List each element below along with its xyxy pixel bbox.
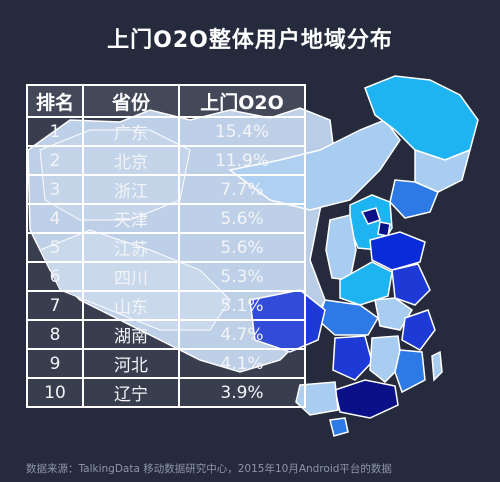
cell-share: 3.9% [178,377,306,408]
header-rank: 排名 [26,84,84,118]
page-title: 上门O2O整体用户地域分布 [107,28,393,53]
map-zhejiang [401,309,436,351]
header-share: 上门O2O [178,84,306,118]
table-row: 3 浙江 7.7% [26,174,306,205]
cell-rank: 7 [26,290,84,321]
cell-share: 4.7% [178,319,306,350]
map-jiangxi [369,335,403,384]
cell-province: 山东 [82,290,180,321]
map-fujian [394,349,426,394]
cell-province: 北京 [82,145,180,176]
table-row: 10 辽宁 3.9% [26,377,306,408]
table-row: 1 广东 15.4% [26,116,306,147]
cell-share: 5.6% [178,203,306,234]
cell-rank: 6 [26,261,84,292]
map-hunan [332,335,373,381]
map-henan [339,261,393,306]
cell-province: 浙江 [82,174,180,205]
cell-province: 湖南 [82,319,180,350]
cell-rank: 5 [26,232,84,263]
cell-share: 11.9% [178,145,306,176]
cell-share: 5.3% [178,261,306,292]
cell-province: 广东 [82,116,180,147]
source-note: 数据来源：TalkingData 移动数据研究中心，2015年10月Androi… [26,463,392,475]
cell-share: 5.6% [178,232,306,263]
map-hubei [317,299,379,336]
table-row: 8 湖南 4.7% [26,319,306,350]
table-row: 4 天津 5.6% [26,203,306,234]
cell-rank: 2 [26,145,84,176]
table-header-row: 排名 省份 上门O2O [26,84,306,118]
cell-rank: 3 [26,174,84,205]
table-row: 5 江苏 5.6% [26,232,306,263]
header-province: 省份 [82,84,180,118]
ranking-table-container: 排名 省份 上门O2O 1 广东 15.4% 2 北京 11.9% 3 浙江 7.7% 4 天津 5.… [26,84,306,408]
cell-province: 河北 [82,348,180,379]
cell-share: 7.7% [178,174,306,205]
table-row: 9 河北 4.1% [26,348,306,379]
map-shandong [369,231,426,271]
cell-rank: 8 [26,319,84,350]
cell-rank: 9 [26,348,84,379]
cell-province: 辽宁 [82,377,180,408]
cell-share: 4.1% [178,348,306,379]
map-jiangsu [391,263,431,306]
map-guangdong [334,379,399,419]
table-row: 6 四川 5.3% [26,261,306,292]
map-tianjin [377,221,391,237]
map-taiwan [431,350,443,382]
cell-province: 江苏 [82,232,180,263]
cell-rank: 10 [26,377,84,408]
cell-province: 四川 [82,261,180,292]
table-row: 2 北京 11.9% [26,145,306,176]
map-hainan [329,417,349,437]
map-shanxi [325,214,357,281]
cell-rank: 4 [26,203,84,234]
cell-province: 天津 [82,203,180,234]
table-row: 7 山东 5.1% [26,290,306,321]
cell-share: 15.4% [178,116,306,147]
ranking-table: 排名 省份 上门O2O 1 广东 15.4% 2 北京 11.9% 3 浙江 7.7% 4 天津 5.… [26,84,306,408]
map-beijing [360,207,381,225]
cell-rank: 1 [26,116,84,147]
cell-share: 5.1% [178,290,306,321]
